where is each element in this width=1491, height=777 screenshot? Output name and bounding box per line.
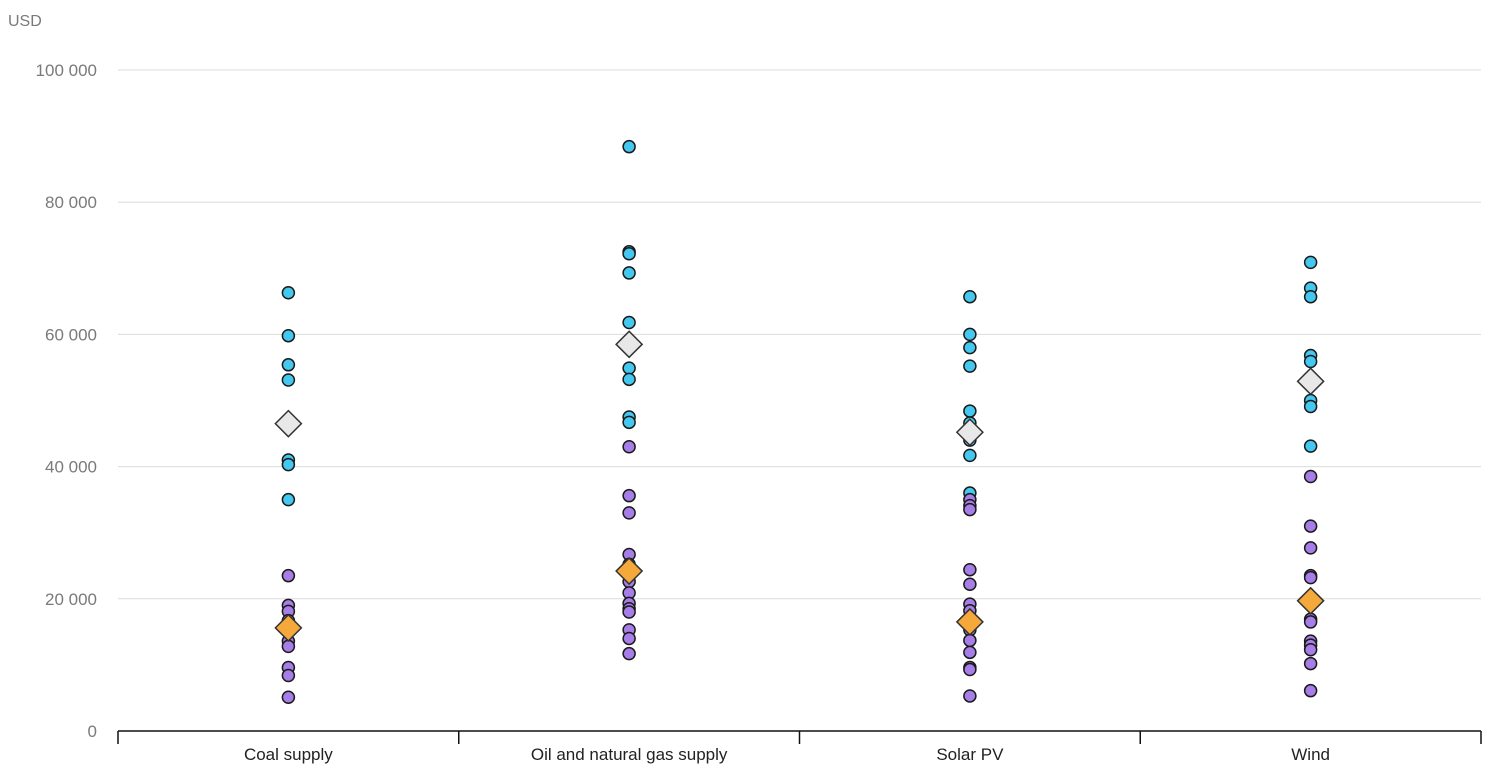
scatter-point — [963, 577, 977, 592]
scatter-point — [622, 361, 636, 375]
scatter-point — [963, 689, 977, 703]
scatter-point — [622, 488, 636, 503]
scatter-point — [963, 662, 977, 677]
y-tick-label: 80 000 — [45, 193, 97, 212]
y-axis-unit-label: USD — [8, 13, 42, 30]
scatter-point — [622, 372, 636, 387]
y-axis-ticks: 0 20 000 40 000 60 000 80 000 100 000 — [36, 61, 97, 741]
scatter-point — [1303, 570, 1318, 585]
scatter-point — [963, 327, 977, 342]
scatter-point — [963, 645, 977, 660]
diamond-marker — [615, 330, 644, 359]
scatter-point — [1303, 615, 1318, 629]
scatter-point — [622, 315, 636, 330]
summary-markers — [274, 330, 1325, 642]
y-tick-label: 60 000 — [45, 325, 97, 344]
diamond-marker — [1296, 586, 1325, 615]
scatter-point — [281, 690, 296, 705]
scatter-point — [281, 492, 296, 507]
scatter-point — [622, 631, 636, 646]
y-tick-label: 40 000 — [45, 458, 97, 477]
scatter-point — [963, 289, 977, 304]
scatter-point — [1303, 289, 1318, 304]
scatter-point — [622, 506, 636, 520]
y-tick-label: 100 000 — [36, 61, 97, 80]
scatter-point — [1303, 683, 1318, 698]
scatter-point — [1303, 519, 1318, 533]
scatter-point — [1303, 439, 1318, 453]
x-category-label: Oil and natural gas supply — [531, 745, 728, 764]
x-category-label: Solar PV — [936, 745, 1004, 764]
scatter-point — [622, 646, 636, 661]
scatter-point — [963, 633, 977, 648]
y-tick-label: 0 — [88, 722, 97, 741]
scatter-point — [1303, 469, 1318, 484]
scatter-point — [963, 404, 977, 418]
scatter-point — [622, 440, 636, 454]
scatter-point — [963, 448, 977, 463]
scatter-point — [281, 639, 296, 654]
diamond-marker — [955, 607, 984, 636]
scatter-point — [281, 373, 296, 387]
scatter-point — [1303, 656, 1318, 671]
scatter-point — [622, 247, 636, 261]
scatter-point — [281, 328, 296, 343]
data-points — [281, 139, 1318, 705]
gridlines — [118, 69, 1481, 600]
scatter-point — [281, 568, 296, 583]
scatter-point — [281, 668, 296, 683]
diamond-marker — [274, 409, 303, 438]
x-category-label: Wind — [1291, 745, 1330, 764]
scatter-point — [963, 359, 977, 373]
scatter-point — [963, 340, 977, 355]
scatter-point — [1303, 541, 1318, 555]
scatter-point — [1303, 255, 1318, 270]
y-tick-label: 20 000 — [45, 590, 97, 609]
x-category-label: Coal supply — [244, 745, 333, 764]
scatter-point — [1303, 642, 1318, 657]
scatter-point — [622, 415, 636, 430]
diamond-marker — [274, 613, 303, 642]
diamond-marker — [615, 556, 644, 586]
x-axis: Coal supply Oil and natural gas supply Sol… — [117, 730, 1482, 764]
scatter-point — [963, 562, 977, 577]
diamond-marker — [955, 418, 984, 447]
scatter-point — [622, 605, 636, 619]
scatter-point — [963, 502, 977, 517]
scatter-point — [622, 139, 636, 154]
scatter-point — [1303, 399, 1318, 414]
diamond-marker — [1296, 367, 1325, 396]
scatter-point — [281, 286, 296, 300]
scatter-point — [281, 457, 296, 472]
scatter-point — [281, 358, 296, 372]
scatter-point — [1303, 354, 1318, 369]
scatter-point — [622, 266, 636, 280]
